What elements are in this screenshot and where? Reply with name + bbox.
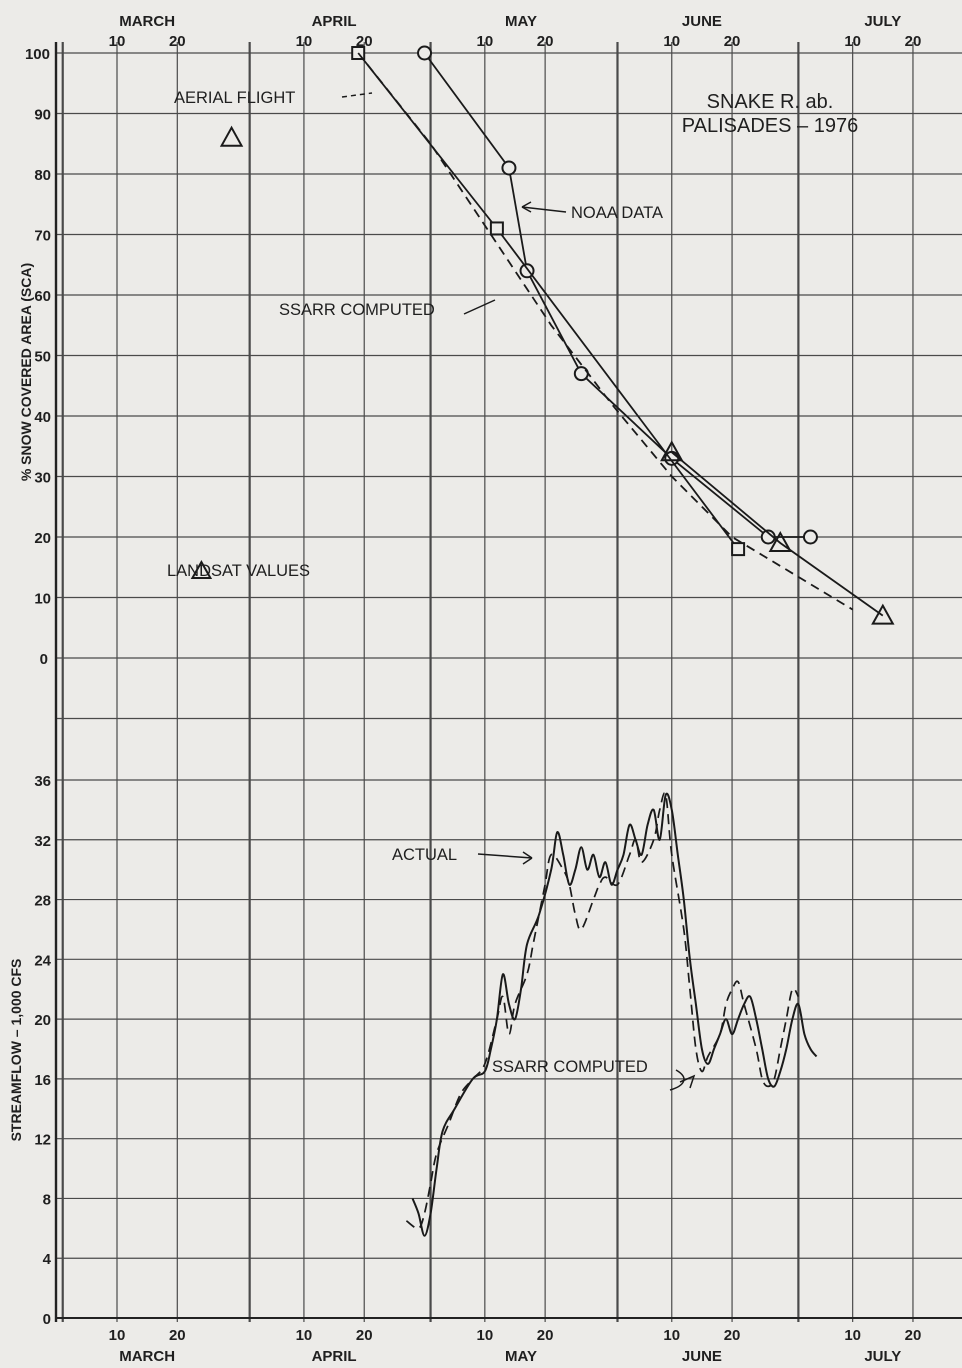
y-tick-label-flow: 0 [43, 1311, 51, 1328]
data-point-noaa [573, 366, 589, 382]
day-tick-top: 10 [844, 33, 861, 50]
month-label-top: MAY [505, 13, 537, 30]
series-line-ssarr_sca [357, 52, 854, 611]
month-label-top: MARCH [119, 13, 175, 30]
data-point-aerial [489, 221, 504, 236]
day-tick-top: 20 [905, 33, 922, 50]
day-tick-bottom: 20 [169, 1327, 186, 1344]
data-point-noaa [802, 529, 818, 545]
day-tick-top: 20 [169, 33, 186, 50]
y-tick-label-flow: 32 [34, 833, 51, 850]
leader-ssarr-sca [463, 299, 496, 315]
y-tick-label-sca: 10 [34, 591, 51, 608]
y-tick-label-flow: 12 [34, 1132, 51, 1149]
y-tick-label-flow: 28 [34, 893, 51, 910]
day-tick-bottom: 20 [724, 1327, 741, 1344]
leader-noaa-data [521, 206, 567, 213]
legend-triangle-icon [190, 559, 213, 579]
data-point-aerial [731, 542, 746, 557]
day-tick-bottom: 10 [109, 1327, 126, 1344]
y-axis-title-flow: STREAMFLOW – 1,000 CFS [8, 959, 24, 1142]
grid [56, 42, 962, 1322]
series-line-actual [411, 792, 818, 1237]
y-axis-title-sca: % SNOW COVERED AREA (SCA) [18, 263, 34, 481]
series [219, 45, 895, 1237]
month-label-bottom: JUNE [682, 1348, 722, 1365]
day-tick-top: 10 [296, 33, 313, 50]
day-tick-bottom: 20 [537, 1327, 554, 1344]
month-label-top: JULY [864, 13, 901, 30]
day-tick-bottom: 10 [476, 1327, 493, 1344]
day-tick-top: 10 [476, 33, 493, 50]
data-point-noaa [760, 529, 776, 545]
annotation-actual: ACTUAL [392, 846, 457, 864]
data-point-landsat [768, 530, 792, 553]
leader-aerial-flight [341, 92, 373, 98]
y-tick-label-sca: 90 [34, 107, 51, 124]
arrow-ssarr-flow [679, 1074, 696, 1089]
y-tick-label-sca: 50 [34, 349, 51, 366]
month-label-top: JUNE [682, 13, 722, 30]
month-label-bottom: JULY [864, 1348, 901, 1365]
leader-actual [477, 853, 533, 859]
day-tick-top: 20 [356, 33, 373, 50]
day-tick-top: 10 [663, 33, 680, 50]
day-tick-bottom: 10 [844, 1327, 861, 1344]
month-label-bottom: MARCH [119, 1348, 175, 1365]
annotation-noaa-data: NOAA DATA [571, 204, 663, 222]
day-tick-top: 10 [109, 33, 126, 50]
data-point-landsat [660, 440, 684, 462]
day-tick-top: 20 [724, 33, 741, 50]
chart-title-line-2: PALISADES – 1976 [682, 115, 858, 137]
annotation-aerial-flight: AERIAL FLIGHT [174, 89, 295, 107]
y-tick-label-sca: 30 [34, 470, 51, 487]
data-point-noaa [417, 45, 433, 61]
annotation-ssarr-flow: SSARR COMPUTED [492, 1058, 648, 1076]
y-tick-label-sca: 80 [34, 167, 51, 184]
y-tick-label-sca: 70 [34, 228, 51, 245]
month-label-top: APRIL [312, 13, 357, 30]
series-line-landsat [671, 451, 884, 617]
annotation-landsat-values: LANDSAT VALUES [167, 562, 310, 580]
arrow-noaa-data [521, 201, 532, 213]
y-tick-label-flow: 8 [43, 1191, 51, 1208]
data-point-landsat [871, 603, 895, 625]
data-point-noaa [501, 160, 517, 176]
y-tick-label-flow: 16 [34, 1072, 51, 1089]
y-tick-label-flow: 24 [34, 952, 51, 969]
data-point-landsat [219, 125, 244, 147]
y-tick-label-sca: 100 [25, 46, 50, 63]
month-label-bottom: MAY [505, 1348, 537, 1365]
leader-ssarr-flow [669, 1069, 685, 1091]
annotation-ssarr-sca: SSARR COMPUTED [279, 301, 435, 319]
day-tick-bottom: 20 [905, 1327, 922, 1344]
y-tick-label-sca: 0 [40, 651, 48, 668]
month-label-bottom: APRIL [312, 1348, 357, 1365]
series-line-ssarr_flow [405, 792, 800, 1230]
y-tick-label-flow: 20 [34, 1012, 51, 1029]
y-tick-label-sca: 20 [34, 530, 51, 547]
day-tick-bottom: 10 [663, 1327, 680, 1344]
y-tick-label-sca: 40 [34, 409, 51, 426]
y-tick-label-sca: 60 [34, 288, 51, 305]
labels: 0 10 20 30 40 50 60 70 80 90 100 0 4 8 12 16 20 24 28 32 36%… [8, 13, 921, 1365]
arrow-actual [522, 851, 533, 865]
y-tick-label-flow: 36 [34, 773, 51, 790]
day-tick-bottom: 10 [296, 1327, 313, 1344]
y-tick-label-flow: 4 [43, 1251, 52, 1268]
day-tick-top: 20 [537, 33, 554, 50]
chart-title-line-1: SNAKE R. ab. [707, 91, 834, 113]
axes [54, 42, 962, 1322]
day-tick-bottom: 20 [356, 1327, 373, 1344]
